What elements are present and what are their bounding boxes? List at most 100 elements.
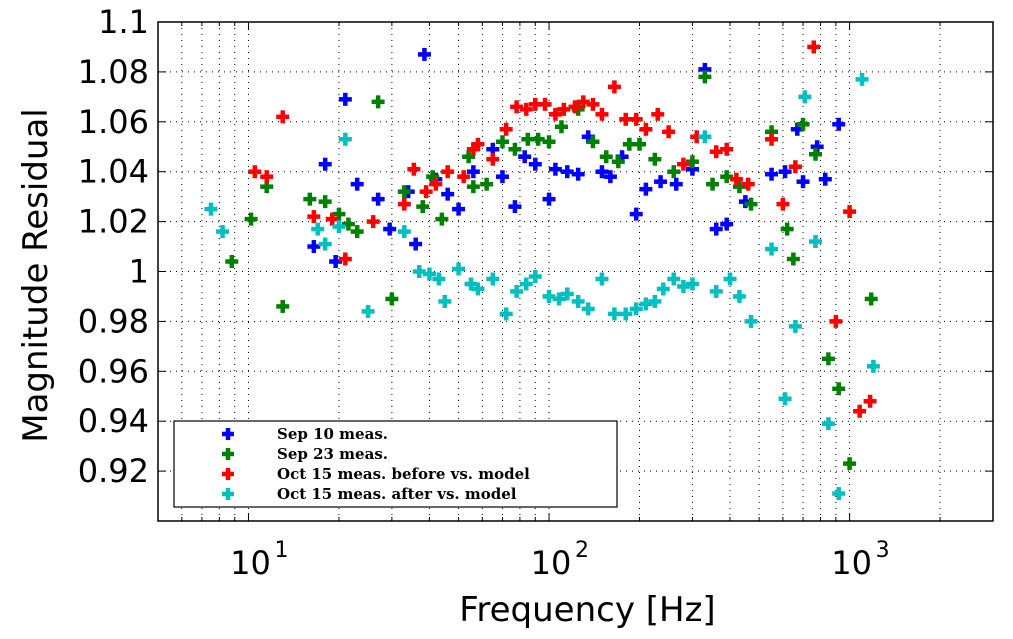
x-tick-label-exponent: 1 bbox=[274, 538, 288, 563]
data-point bbox=[778, 392, 792, 406]
data-point bbox=[720, 170, 734, 184]
data-point bbox=[552, 292, 566, 306]
data-point bbox=[853, 404, 867, 418]
data-point bbox=[832, 487, 846, 501]
data-point bbox=[361, 304, 375, 318]
x-tick-label-exponent: 2 bbox=[575, 538, 589, 563]
legend-marker bbox=[222, 428, 234, 440]
data-point bbox=[557, 102, 571, 116]
y-tick-label: 0.98 bbox=[78, 302, 149, 340]
data-point bbox=[338, 132, 352, 146]
data-point bbox=[366, 215, 380, 229]
data-point bbox=[669, 177, 683, 191]
y-tick-label: 1 bbox=[129, 253, 149, 291]
data-point bbox=[586, 97, 600, 111]
data-point bbox=[832, 382, 846, 396]
data-point bbox=[466, 165, 480, 179]
data-point bbox=[648, 152, 662, 166]
data-point bbox=[607, 80, 621, 94]
legend-marker bbox=[222, 448, 234, 460]
data-point bbox=[452, 202, 466, 216]
data-point bbox=[452, 262, 466, 276]
data-point bbox=[466, 180, 480, 194]
y-tick-label: 0.96 bbox=[78, 352, 149, 390]
data-point bbox=[633, 137, 647, 151]
data-point bbox=[595, 272, 609, 286]
data-point bbox=[318, 237, 332, 251]
data-point bbox=[499, 122, 513, 136]
data-point bbox=[438, 294, 452, 308]
data-point bbox=[542, 289, 556, 303]
data-point bbox=[667, 165, 681, 179]
data-point bbox=[325, 212, 339, 226]
data-point bbox=[397, 225, 411, 239]
data-point bbox=[864, 292, 878, 306]
legend-entry-label: Sep 23 meas. bbox=[277, 445, 388, 463]
legend-box bbox=[173, 420, 618, 508]
data-point bbox=[407, 162, 421, 176]
data-point bbox=[441, 165, 455, 179]
data-point bbox=[462, 150, 476, 164]
data-point bbox=[385, 292, 399, 306]
data-point bbox=[843, 205, 857, 219]
data-point bbox=[371, 95, 385, 109]
data-point bbox=[639, 297, 653, 311]
data-point bbox=[765, 242, 779, 256]
data-point bbox=[744, 314, 758, 328]
data-point bbox=[519, 277, 533, 291]
data-point bbox=[611, 155, 625, 169]
data-point bbox=[248, 165, 262, 179]
data-point bbox=[416, 200, 430, 214]
data-point bbox=[318, 157, 332, 171]
data-point bbox=[538, 97, 552, 111]
data-point bbox=[417, 47, 431, 61]
data-point bbox=[332, 220, 346, 234]
data-point bbox=[603, 170, 617, 184]
data-point bbox=[808, 235, 822, 249]
data-point bbox=[341, 217, 355, 231]
x-axis-label: Frequency [Hz] bbox=[459, 590, 715, 630]
data-point bbox=[832, 117, 846, 131]
x-tick-label: 10 2 bbox=[531, 538, 589, 582]
axis-ticks bbox=[157, 21, 994, 521]
data-point bbox=[629, 302, 643, 316]
data-point bbox=[676, 157, 690, 171]
y-tick-label: 0.92 bbox=[78, 452, 149, 490]
data-point bbox=[471, 137, 485, 151]
data-point bbox=[568, 100, 582, 114]
data-point bbox=[599, 150, 613, 164]
data-point bbox=[651, 107, 665, 121]
data-point bbox=[866, 359, 880, 373]
data-point bbox=[464, 277, 478, 291]
legend: Sep 10 meas. Sep 23 meas. Oct 15 meas. bef… bbox=[173, 420, 618, 508]
data-point bbox=[798, 90, 812, 104]
x-tick-label-base: 10 bbox=[531, 544, 572, 582]
data-point bbox=[685, 277, 699, 291]
data-point bbox=[639, 122, 653, 136]
data-point bbox=[528, 269, 542, 283]
data-point bbox=[818, 172, 832, 186]
data-point bbox=[698, 70, 712, 84]
data-point bbox=[744, 197, 758, 211]
data-point bbox=[796, 117, 810, 131]
legend-entry-label: Oct 15 meas. after vs. model bbox=[277, 485, 517, 503]
y-tick-label: 1.04 bbox=[78, 153, 149, 191]
data-point bbox=[648, 294, 662, 308]
data-point bbox=[706, 177, 720, 191]
data-point bbox=[409, 237, 423, 251]
data-point bbox=[863, 394, 877, 408]
data-point bbox=[720, 142, 734, 156]
data-point bbox=[571, 167, 585, 181]
data-point bbox=[741, 177, 755, 191]
data-point bbox=[829, 314, 843, 328]
legend-marker bbox=[222, 468, 234, 480]
data-point bbox=[662, 125, 676, 139]
data-point bbox=[318, 195, 332, 209]
data-point bbox=[548, 162, 562, 176]
series-0 bbox=[307, 47, 846, 269]
data-point bbox=[821, 352, 835, 366]
data-point bbox=[480, 177, 494, 191]
data-point bbox=[629, 112, 643, 126]
data-point bbox=[796, 175, 810, 189]
data-point bbox=[595, 107, 609, 121]
